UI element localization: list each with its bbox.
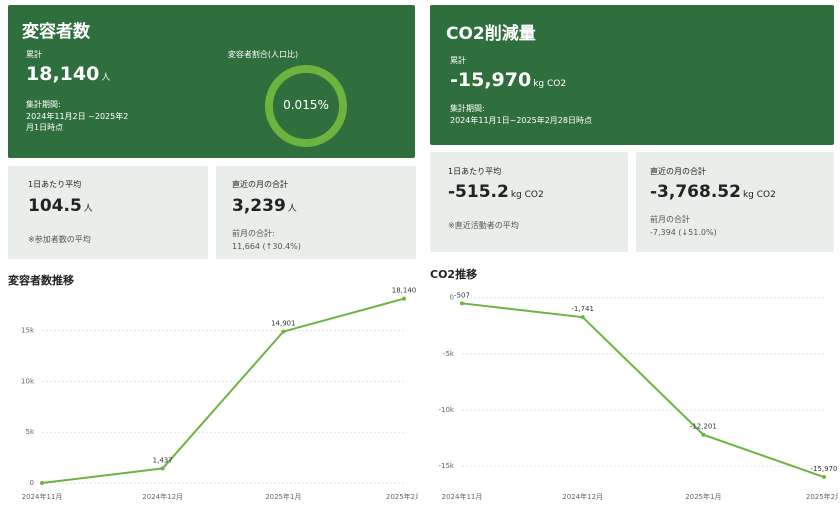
line	[461, 302, 825, 478]
summary-card: CO2削減量 累計 -15,970 kg CO2 集計期間: 2024年11月1日…	[430, 5, 834, 145]
x-tick-label: 2024年11月	[22, 492, 63, 501]
value-label: -12,201	[690, 423, 717, 431]
value-label: -1,741	[571, 305, 594, 313]
note: ※直近活動者の平均	[448, 221, 519, 230]
point	[822, 475, 826, 480]
y-tick-label: -10k	[439, 406, 455, 414]
summary-card: 変容者数 累計 18,140 人 集計期間: 2024年11月2日 ~2025年2…	[8, 5, 415, 158]
ratio: 0.015%	[283, 98, 329, 112]
unit: kg CO2	[510, 190, 544, 200]
point	[160, 466, 165, 471]
x-tick-label: 2025年2月	[386, 492, 418, 501]
label: 累計	[450, 56, 466, 65]
note: ※参加者数の平均	[28, 235, 91, 244]
label: 直近の月の合計	[650, 167, 706, 176]
y-tick-label: 0	[30, 479, 34, 487]
stat-card: 1日あたり平均 -515.2 kg CO2 ※直近活動者の平均	[430, 152, 628, 252]
prev-value: -7,394 (↓51.0%)	[650, 228, 717, 237]
y-tick-label: -5k	[443, 350, 455, 358]
label: 集計期間:	[26, 100, 61, 109]
x-tick-label: 2024年11月	[442, 492, 483, 501]
value-label: 1,437	[153, 456, 173, 464]
period: 2024年11月1日~2025年2月28日時点	[450, 116, 592, 125]
value: 3,239	[232, 196, 286, 216]
label: 1日あたり平均	[28, 180, 82, 189]
point	[281, 329, 286, 334]
value-label: 18,140	[392, 287, 417, 295]
label: 前月の合計:	[232, 229, 275, 238]
prev-value: 11,664 (↑30.4%)	[232, 242, 301, 251]
value-label: -15,970	[810, 465, 837, 473]
stat-card: 1日あたり平均 104.5 人 ※参加者数の平均	[8, 166, 208, 259]
unit: 人	[287, 204, 297, 214]
chart: 0 5k 10k 15k 2024年11月 2024年12月 2025年1月 2025年2月 1…	[21, 287, 418, 501]
x-tick-label: 2024年12月	[562, 492, 603, 501]
ratio-ring	[265, 65, 347, 147]
x-tick-label: 2025年1月	[265, 492, 301, 501]
label: 累計	[26, 50, 42, 59]
value-label: -507	[454, 291, 470, 299]
unit: kg CO2	[533, 79, 567, 89]
label: 変容者割合(人口比)	[227, 50, 299, 59]
value: -515.2	[448, 182, 509, 202]
card-title: 変容者数	[22, 22, 90, 42]
point	[402, 296, 406, 301]
value: 18,140	[26, 63, 100, 85]
value: -15,970	[450, 69, 532, 91]
value: -3,768.52	[650, 182, 741, 202]
label: 1日あたり平均	[448, 167, 502, 176]
y-tick-label: 5k	[25, 428, 34, 436]
stat: 104.5 人	[28, 196, 93, 216]
stat-card: 直近の月の合計 -3,768.52 kg CO2 前月の合計 -7,394 (↓5…	[636, 152, 834, 252]
unit: 人	[101, 73, 111, 83]
label: 前月の合計	[650, 215, 690, 224]
stat: -515.2 kg CO2	[448, 182, 544, 202]
y-tick-label: -15k	[439, 462, 455, 470]
x-tick-label: 2025年1月	[685, 492, 721, 501]
point	[580, 315, 585, 320]
total: 18,140 人	[26, 63, 110, 85]
card-title: CO2削減量	[446, 24, 536, 44]
unit: 人	[83, 204, 93, 214]
line	[41, 297, 405, 484]
stat: 3,239 人	[232, 196, 297, 216]
chart: 0 -5k -10k -15k 2024年11月 2024年12月 2025年1月 2025年…	[439, 291, 839, 501]
point	[460, 301, 464, 306]
label: 直近の月の合計	[232, 180, 288, 189]
unit: kg CO2	[742, 190, 776, 200]
x-tick-label: 2024年12月	[142, 492, 183, 501]
point	[40, 481, 44, 485]
value-label: 14,901	[271, 320, 296, 328]
y-tick-label: 0	[450, 294, 454, 302]
value: 104.5	[28, 196, 82, 216]
y-tick-label: 15k	[21, 327, 35, 335]
chart-title: 変容者数推移	[8, 274, 74, 287]
chart-title: CO2推移	[430, 268, 478, 281]
stat: -3,768.52 kg CO2	[650, 182, 776, 202]
label: 集計期間:	[450, 104, 485, 113]
y-tick-label: 10k	[21, 377, 35, 385]
period: 2024年11月2日 ~2025年2月1日時点	[26, 112, 129, 132]
x-tick-label: 2025年2月	[806, 492, 838, 501]
point	[701, 432, 706, 437]
total: -15,970 kg CO2	[450, 69, 566, 91]
stat-card: 直近の月の合計 3,239 人 前月の合計: 11,664 (↑30.4%)	[216, 166, 416, 259]
